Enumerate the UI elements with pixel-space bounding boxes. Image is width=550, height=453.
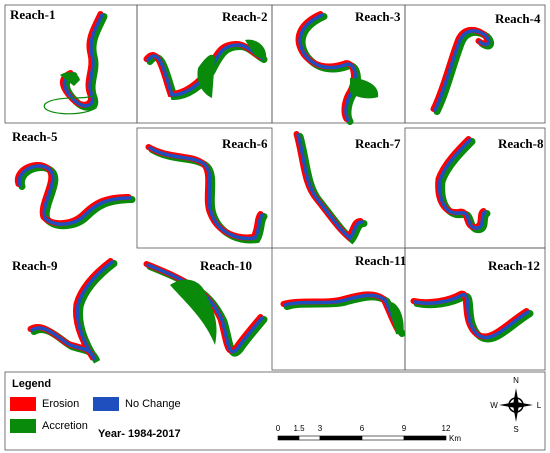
change-patch xyxy=(197,54,215,98)
accretion-band xyxy=(298,13,361,125)
legend-label: No Change xyxy=(125,398,181,410)
north-arrow: N S W L xyxy=(490,376,542,434)
reach-label: Reach-3 xyxy=(355,9,401,24)
reach-label: Reach-9 xyxy=(12,258,58,273)
no-change-band xyxy=(298,13,358,122)
no-change-band xyxy=(296,133,364,241)
labels: Reach-1 Reach-2 Reach-3 Reach-4 Reach-5 Reach… xyxy=(10,7,544,273)
reach-label: Reach-12 xyxy=(488,258,540,273)
panel-borders xyxy=(4,4,546,451)
scale-tick-label: 6 xyxy=(360,424,365,433)
panel-border xyxy=(404,247,546,371)
compass-s: S xyxy=(513,425,518,434)
reach-label: Reach-11 xyxy=(355,253,406,268)
legend-border xyxy=(4,371,546,451)
change-patch xyxy=(245,39,267,60)
river-reach xyxy=(410,290,534,343)
river-reach xyxy=(430,26,495,115)
compass-e: L xyxy=(537,401,542,410)
no-change-band xyxy=(146,263,264,354)
scale-tick-label: 12 xyxy=(442,424,451,433)
legend-swatch xyxy=(10,397,36,411)
scale-tick-label: 1.5 xyxy=(293,424,305,433)
river-reach xyxy=(293,131,368,245)
scale-segment xyxy=(319,435,363,441)
reach-label: Reach-5 xyxy=(12,129,58,144)
no-change-band xyxy=(148,146,264,241)
no-change-band xyxy=(437,138,487,230)
compass-n: N xyxy=(513,376,519,385)
legend-label: Accretion xyxy=(42,420,88,432)
reach-label: Reach-4 xyxy=(495,11,541,26)
no-change-band xyxy=(433,29,491,112)
legend-swatch xyxy=(93,397,119,411)
scale-segment xyxy=(403,435,447,441)
reach-label: Reach-1 xyxy=(10,7,56,22)
scale-segment xyxy=(277,435,300,441)
legend-title: Legend xyxy=(12,378,51,390)
legend-swatch xyxy=(10,419,36,433)
accretion-band xyxy=(433,28,495,115)
river-reach xyxy=(14,162,136,230)
reach-label: Reach-7 xyxy=(355,136,401,151)
river-reach xyxy=(435,136,491,234)
change-patch xyxy=(388,301,404,335)
river-reach xyxy=(145,144,268,244)
river-reach xyxy=(295,11,361,125)
scale-tick-label: 0 xyxy=(276,424,281,433)
accretion-loop xyxy=(43,95,99,115)
legend: Erosion No Change Accretion xyxy=(10,397,181,433)
panel-border xyxy=(136,127,273,249)
no-change-band xyxy=(17,164,132,226)
scale-unit: Km xyxy=(449,434,461,443)
reach-label: Reach-6 xyxy=(222,136,268,151)
compass-needle xyxy=(499,402,533,408)
no-change-band xyxy=(30,260,114,361)
river-reach xyxy=(27,258,118,364)
change-patch xyxy=(350,78,379,99)
rivers xyxy=(14,11,534,364)
change-patch xyxy=(170,279,217,345)
scale-segment xyxy=(298,435,321,441)
reach-label: Reach-10 xyxy=(200,258,252,273)
period: Year- 1984-2017 xyxy=(98,428,181,440)
legend-label: Erosion xyxy=(42,398,79,410)
reach-label: Reach-8 xyxy=(498,136,544,151)
reach-label: Reach-2 xyxy=(222,9,268,24)
panel-border xyxy=(404,4,546,124)
scale-tick-label: 9 xyxy=(402,424,407,433)
scale-tick-label: 3 xyxy=(318,424,323,433)
compass-w: W xyxy=(490,401,498,410)
change-patch xyxy=(60,72,80,86)
no-change-band xyxy=(413,293,530,340)
scale-segment xyxy=(361,435,405,441)
